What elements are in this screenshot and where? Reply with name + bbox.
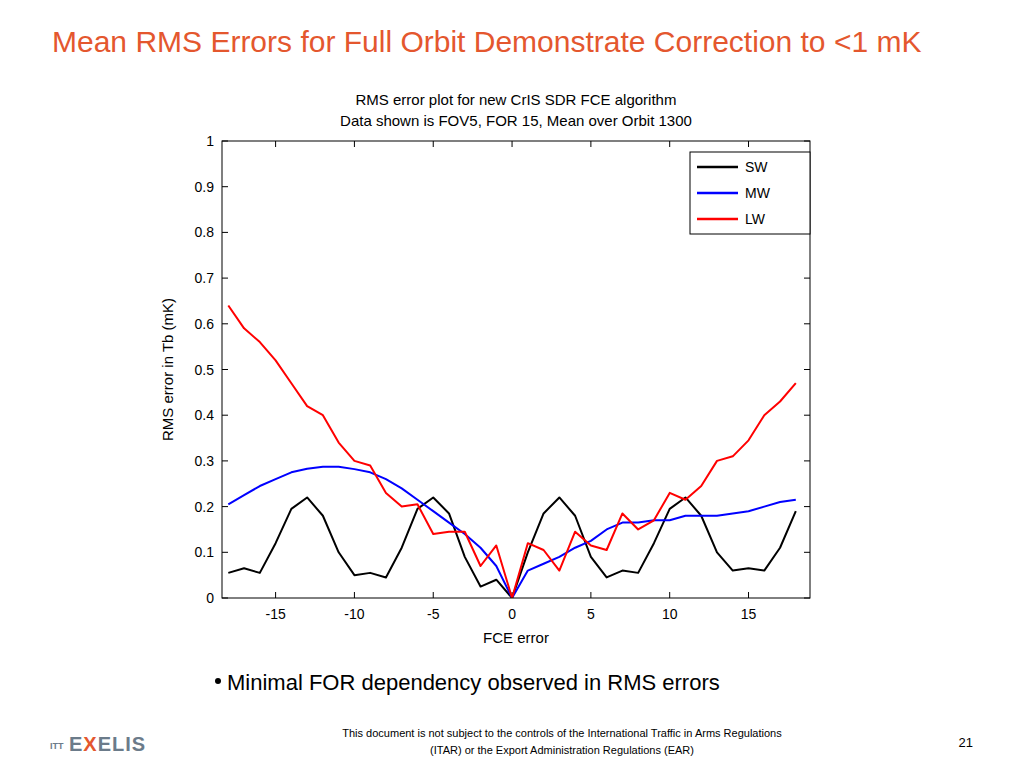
y-tick-label: 0.9 — [195, 179, 215, 195]
x-tick — [590, 592, 591, 598]
y-tick — [804, 415, 810, 416]
legend-label: SW — [745, 159, 768, 175]
logo: EXELIS — [69, 733, 146, 755]
x-tick — [354, 592, 355, 598]
logo-letter: S — [132, 733, 146, 755]
page-number: 21 — [959, 735, 973, 750]
legend-swatch — [697, 218, 738, 221]
y-tick — [804, 506, 810, 507]
y-tick-label: 0 — [206, 590, 214, 606]
x-tick — [512, 141, 513, 147]
y-tick — [222, 552, 228, 553]
x-tick — [275, 592, 276, 598]
x-tick — [433, 141, 434, 147]
series-line — [228, 497, 796, 598]
chart-title: RMS error plot for new CrIS SDR FCE algo… — [356, 91, 677, 108]
slide: Mean RMS Errors for Full Orbit Demonstra… — [0, 0, 1024, 768]
y-tick-label: 1 — [206, 133, 214, 149]
logo-letter: E — [69, 733, 83, 755]
footer-text: This document is not subject to the cont… — [342, 727, 782, 756]
x-tick — [433, 592, 434, 598]
y-tick — [222, 369, 228, 370]
plot-area — [222, 141, 810, 598]
legend-box — [690, 152, 810, 234]
y-tick — [804, 323, 810, 324]
x-tick-label: 15 — [741, 606, 757, 622]
y-tick-label: 0.1 — [195, 544, 215, 560]
x-tick — [590, 141, 591, 147]
y-tick — [804, 552, 810, 553]
slide-title: Mean RMS Errors for Full Orbit Demonstra… — [52, 25, 921, 58]
logo-letter: L — [112, 733, 125, 755]
x-tick-label: 5 — [587, 606, 595, 622]
x-tick — [669, 141, 670, 147]
y-tick-label: 0.8 — [195, 224, 215, 240]
legend-swatch — [697, 192, 738, 195]
legend: SW MW LW — [690, 152, 810, 234]
x-tick — [669, 592, 670, 598]
bullet-dot — [215, 678, 221, 684]
y-tick — [222, 232, 228, 233]
y-tick — [804, 460, 810, 461]
y-tick-label: 0.7 — [195, 270, 215, 286]
y-tick-label: 0.5 — [195, 362, 215, 378]
series-group — [228, 306, 796, 598]
x-tick-label: -10 — [344, 606, 364, 622]
x-tick — [748, 592, 749, 598]
text-line: (ITAR) or the Export Administration Regu… — [430, 744, 694, 756]
y-tick-label: 0.6 — [195, 316, 215, 332]
x-axis-label: FCE error — [483, 629, 549, 646]
y-tick — [804, 369, 810, 370]
x-tick-label: 0 — [508, 606, 516, 622]
x-tick-label: 10 — [662, 606, 678, 622]
y-tick — [222, 186, 228, 187]
y-tick-label: 0.2 — [195, 499, 215, 515]
plot-frame — [222, 141, 810, 598]
logo-prefix: ITT — [50, 741, 64, 751]
x-tick — [748, 141, 749, 147]
y-tick — [804, 278, 810, 279]
x-tick-label: -15 — [265, 606, 285, 622]
series-line — [228, 306, 796, 598]
y-tick — [222, 323, 228, 324]
legend-swatch — [697, 166, 738, 169]
x-tick-label: -5 — [427, 606, 440, 622]
y-tick — [222, 278, 228, 279]
text-line: Mean RMS Errors for Full Orbit Demonstra… — [52, 25, 921, 58]
series-line — [228, 467, 796, 598]
bullet-text: Minimal FOR dependency observed in RMS e… — [227, 670, 720, 695]
x-tick — [354, 141, 355, 147]
y-tick — [222, 506, 228, 507]
y-axis-label: RMS error in Tb (mK) — [159, 298, 176, 441]
text-line: This document is not subject to the cont… — [342, 727, 782, 739]
logo-letter: E — [98, 733, 112, 755]
y-tick — [222, 460, 228, 461]
y-tick — [222, 415, 228, 416]
x-tick — [275, 141, 276, 147]
legend-label: MW — [745, 185, 771, 201]
chart-subtitle: Data shown is FOV5, FOR 15, Mean over Or… — [340, 112, 692, 129]
logo-letter: X — [83, 733, 97, 755]
y-tick-label: 0.4 — [195, 407, 215, 423]
y-tick-label: 0.3 — [195, 453, 215, 469]
legend-label: LW — [745, 211, 766, 227]
